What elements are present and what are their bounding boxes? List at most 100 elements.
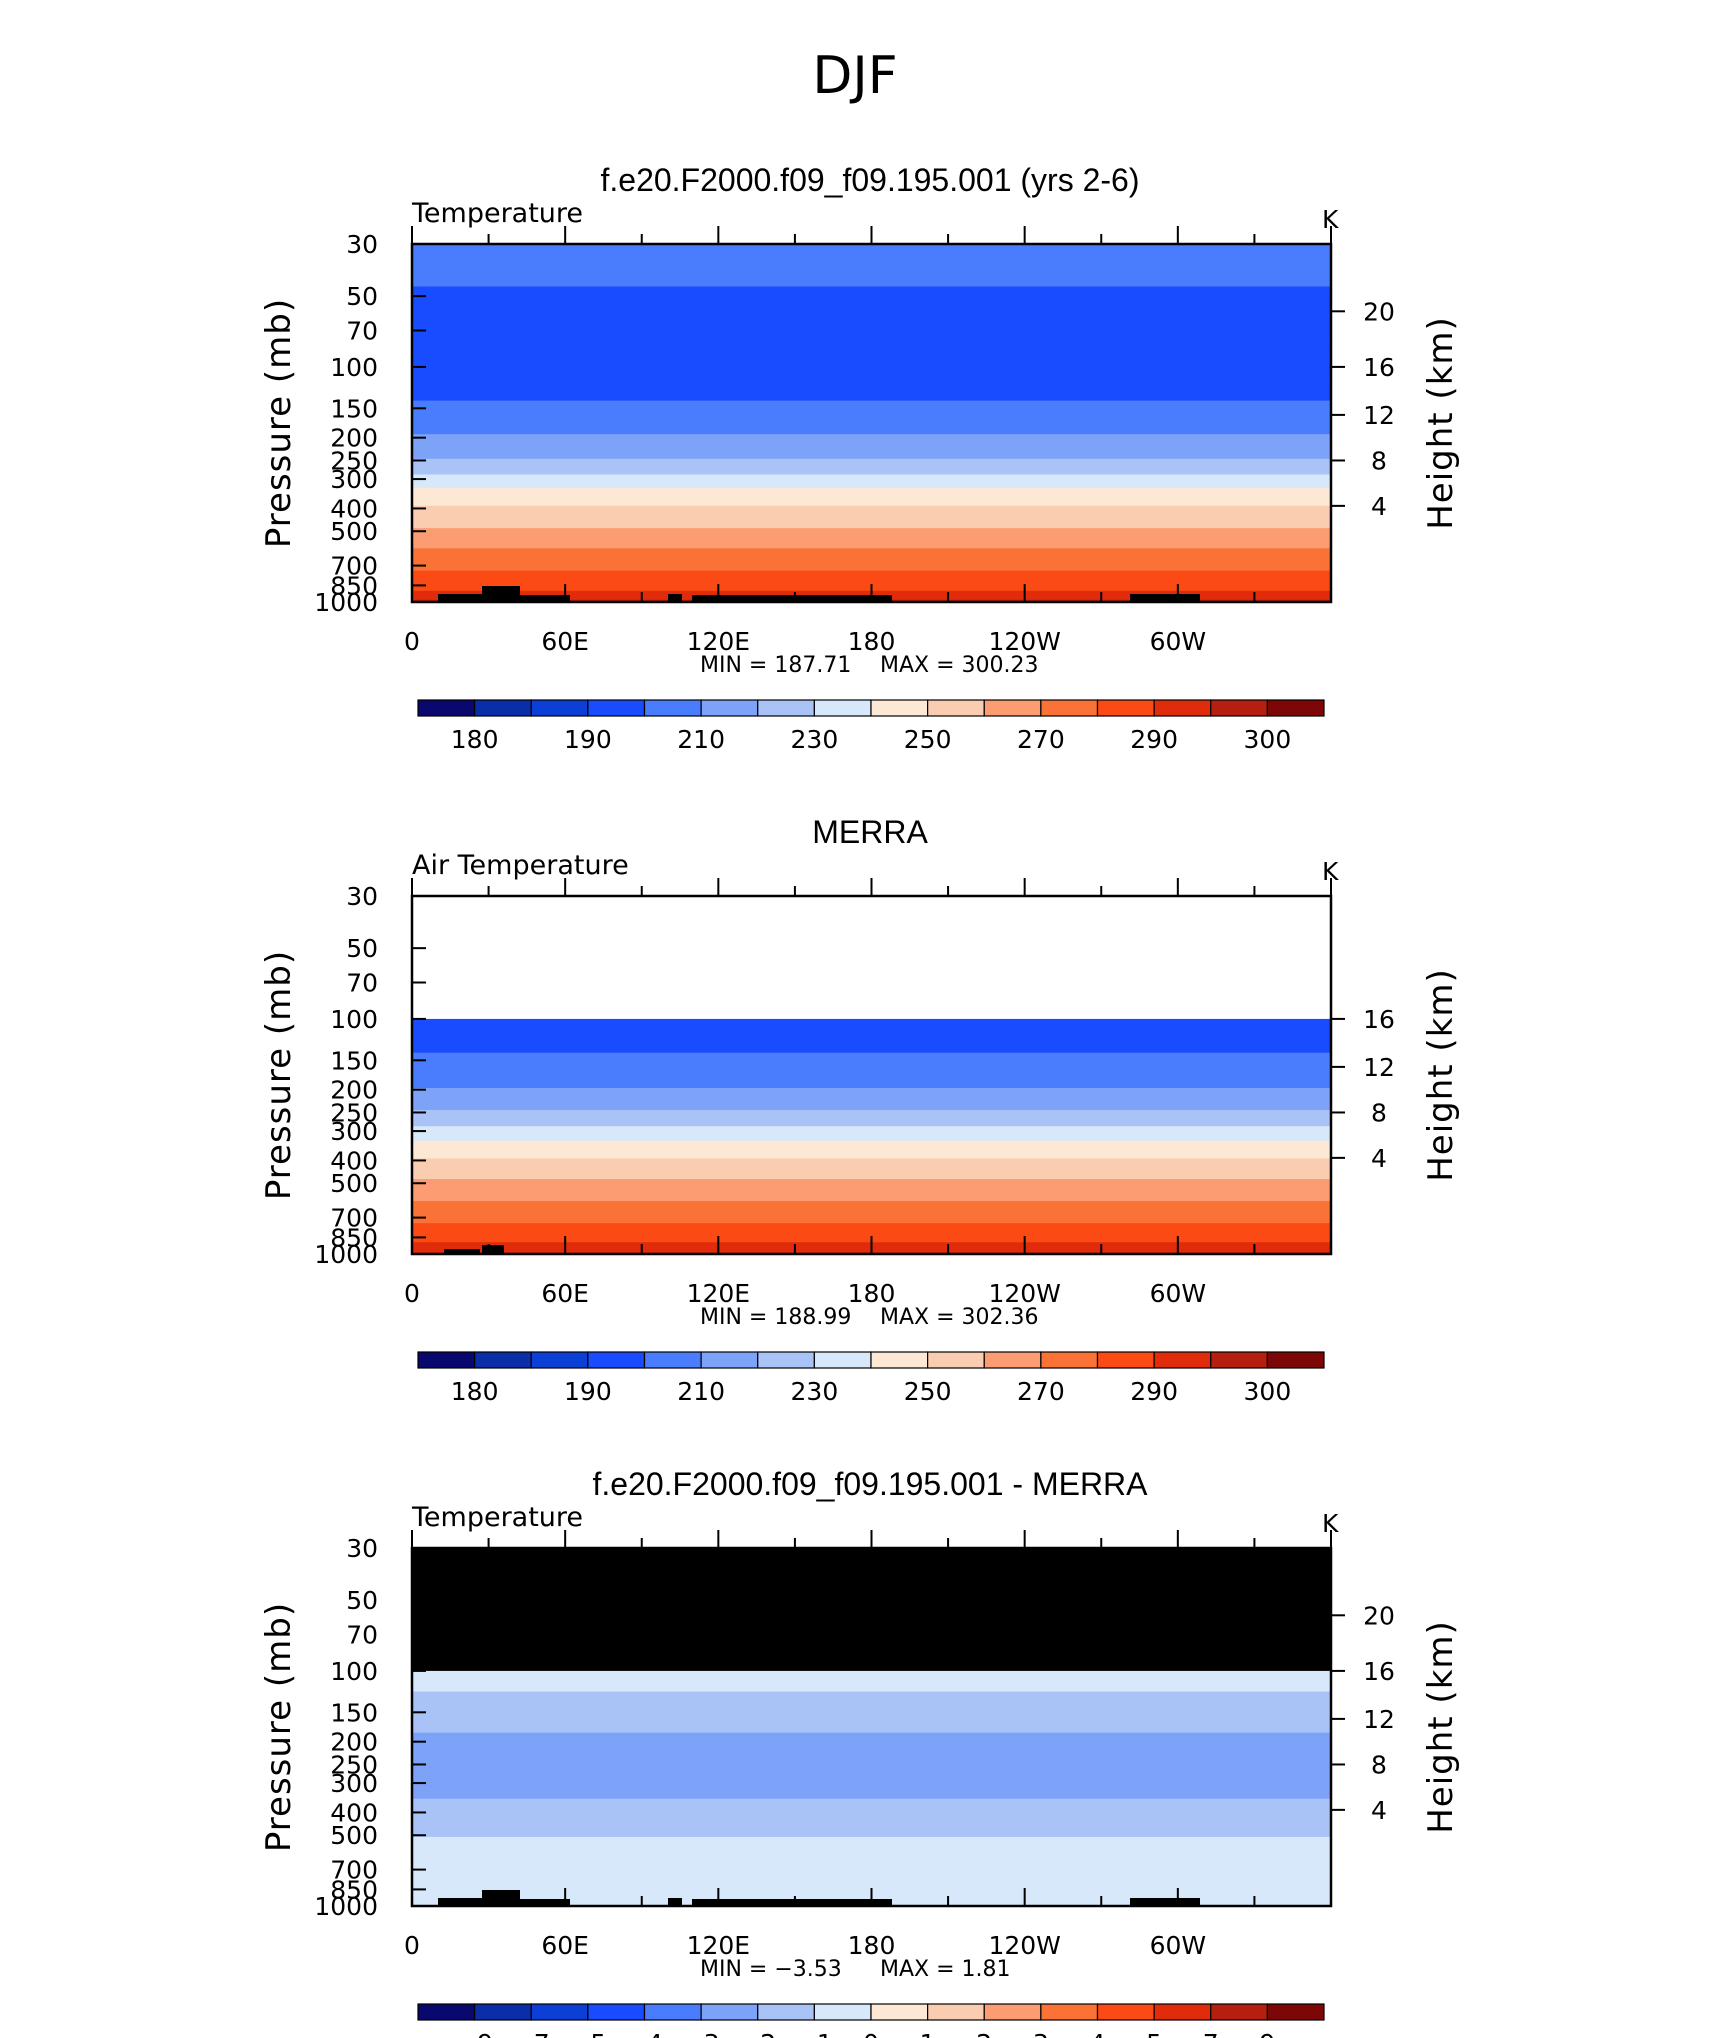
x-tick-label: 180 — [848, 1931, 896, 1960]
contour-band — [412, 557, 1331, 561]
contour-band — [412, 1090, 1331, 1094]
colorbar-swatch — [757, 699, 815, 717]
x-tick-label: 60E — [541, 1931, 589, 1960]
contour-band — [412, 1794, 1331, 1797]
contour-band — [412, 1878, 1331, 1881]
contour-band — [412, 1098, 1331, 1101]
contour-band — [412, 1174, 1331, 1177]
colorbar-swatch — [813, 1351, 872, 1369]
contour-band — [412, 1763, 1331, 1766]
topography-mask — [438, 1898, 482, 1906]
units-label: K — [1322, 1509, 1339, 1538]
right-tick-label: 20 — [1363, 297, 1395, 326]
right-axis-label: Height (km) — [1421, 1620, 1461, 1834]
contour-band — [412, 1690, 1331, 1693]
contour-band — [412, 360, 1331, 364]
y-tick-label: 500 — [330, 1821, 378, 1850]
y-tick-label: 50 — [346, 282, 378, 311]
contour-band — [412, 335, 1331, 339]
contour-band — [412, 1115, 1331, 1119]
x-tick-label: 0 — [404, 1931, 420, 1960]
y-tick-label: 850 — [330, 571, 378, 600]
right-tick-label: 16 — [1363, 1657, 1395, 1686]
contour-band — [412, 1670, 1331, 1674]
contour-band — [412, 1054, 1331, 1057]
x-tick-label: 120W — [988, 627, 1060, 656]
colorbar-swatch — [1210, 1351, 1268, 1369]
contour-band — [412, 1060, 1331, 1063]
contour-band — [412, 1065, 1331, 1069]
contour-band — [412, 1695, 1331, 1699]
y-tick-label: 500 — [330, 1169, 378, 1198]
contour-band — [412, 308, 1331, 312]
contour-band — [412, 1831, 1331, 1834]
contour-band — [412, 304, 1331, 308]
contour-band — [412, 1173, 1331, 1176]
colorbar-tick-label: 250 — [904, 1377, 952, 1406]
contour-band — [412, 1089, 1331, 1092]
contour-band — [412, 353, 1331, 357]
contour-band — [412, 340, 1331, 344]
contour-band — [412, 1205, 1331, 1208]
contour-band — [412, 1700, 1331, 1703]
contour-band — [412, 1857, 1331, 1860]
contour-band — [412, 1204, 1331, 1207]
contour-band — [412, 1046, 1331, 1050]
contour-band — [412, 1720, 1331, 1724]
contour-band — [412, 532, 1331, 536]
contour-band — [412, 503, 1331, 507]
topography-mask — [668, 594, 682, 602]
contour-band — [412, 364, 1331, 368]
contour-band — [412, 1040, 1331, 1044]
contour-band — [412, 1826, 1331, 1829]
contour-band — [412, 508, 1331, 512]
contour-band — [412, 467, 1331, 471]
contour-band — [412, 566, 1331, 570]
contour-band — [412, 306, 1331, 310]
contour-band — [412, 1782, 1331, 1785]
contour-band — [412, 534, 1331, 538]
contour-band — [412, 326, 1331, 330]
y-tick-label: 1000 — [314, 1240, 378, 1269]
contour-band — [412, 389, 1331, 393]
contour-band — [412, 1723, 1331, 1727]
contour-band — [412, 1672, 1331, 1675]
contour-band — [412, 550, 1331, 554]
contour-band — [412, 463, 1331, 467]
contour-band — [412, 282, 1331, 286]
contour-band — [412, 396, 1331, 400]
x-tick-label: 0 — [404, 1279, 420, 1308]
contour-band — [412, 1731, 1331, 1734]
units-label: K — [1322, 205, 1339, 234]
contour-band — [412, 268, 1331, 272]
contour-band — [412, 1773, 1331, 1777]
contour-band — [412, 1883, 1331, 1887]
contour-band — [412, 528, 1331, 532]
plot-area — [412, 1018, 1331, 1254]
colorbar-swatch — [530, 2003, 589, 2021]
contour-band — [412, 514, 1331, 518]
contour-band — [412, 445, 1331, 449]
panel-3: f.e20.F2000.f09_f09.195.001 - MERRA Tempe… — [259, 1466, 1461, 2038]
colorbar-tick-label: 230 — [791, 1377, 839, 1406]
contour-band — [412, 552, 1331, 556]
contour-band — [412, 1786, 1331, 1790]
contour-band — [412, 581, 1331, 585]
contour-band — [412, 469, 1331, 474]
contour-band — [412, 1058, 1331, 1061]
contour-band — [412, 1171, 1331, 1174]
contour-band — [412, 1776, 1331, 1779]
contour-band — [412, 1844, 1331, 1847]
contour-band — [412, 411, 1331, 415]
contour-band — [412, 1851, 1331, 1854]
contour-band — [412, 458, 1331, 462]
contour-band — [412, 1785, 1331, 1788]
colorbar-swatch — [700, 699, 759, 717]
contour-band — [412, 548, 1331, 552]
contour-band — [412, 1881, 1331, 1884]
contour-band — [412, 1104, 1331, 1107]
y-tick-label: 150 — [330, 1046, 378, 1075]
contour-band — [412, 579, 1331, 583]
colorbar-tick-label: −2 — [739, 2029, 776, 2038]
contour-band — [412, 273, 1331, 277]
